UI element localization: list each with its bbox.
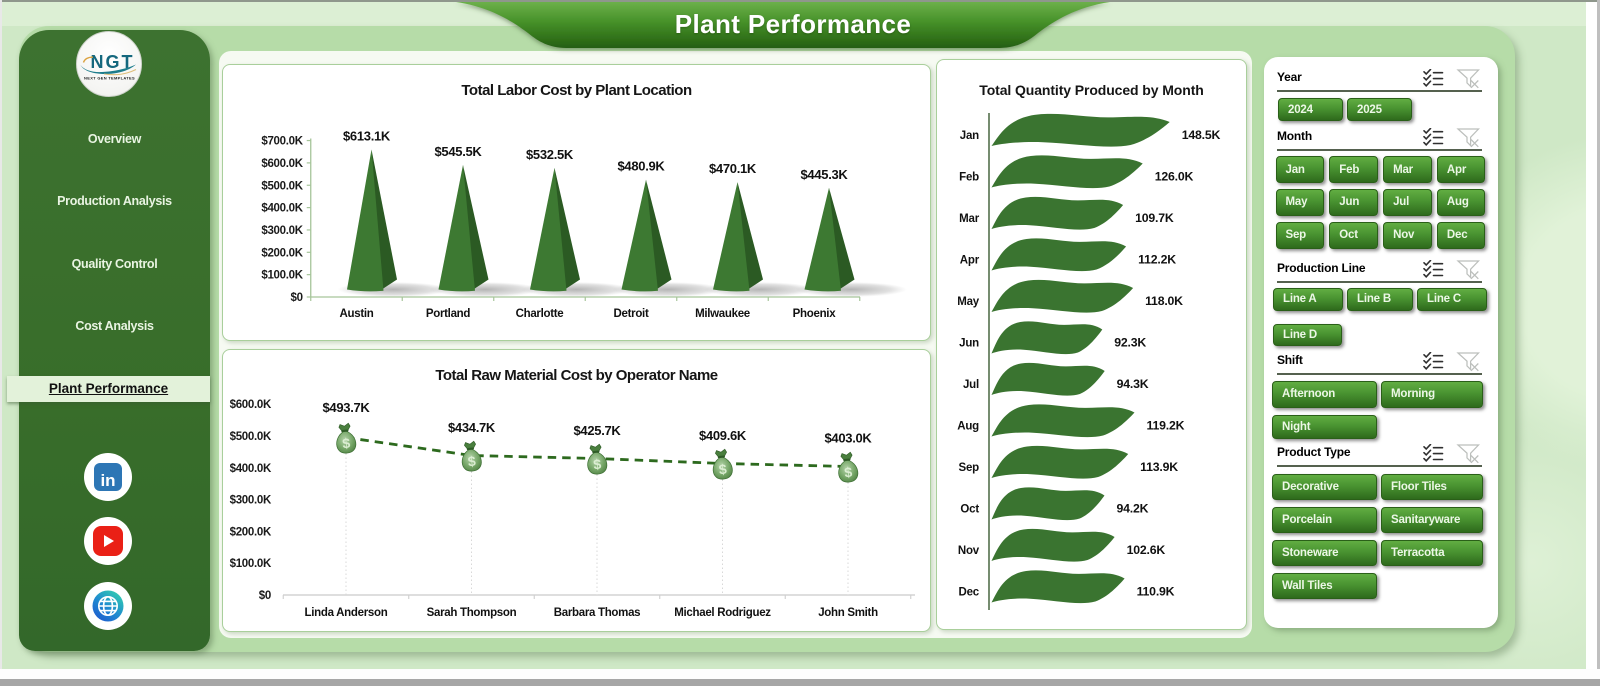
svg-text:Linda Anderson: Linda Anderson — [305, 607, 388, 619]
svg-text:$700.0K: $700.0K — [261, 136, 303, 148]
svg-text:$100.0K: $100.0K — [230, 558, 272, 570]
svg-text:113.9K: 113.9K — [1140, 460, 1178, 474]
svg-text:Barbara Thomas: Barbara Thomas — [554, 607, 641, 619]
svg-text:94.3K: 94.3K — [1117, 377, 1149, 391]
svg-text:Oct: Oct — [960, 504, 979, 516]
svg-text:$500.0K: $500.0K — [230, 431, 272, 443]
svg-text:Jun: Jun — [959, 338, 979, 350]
svg-text:$200.0K: $200.0K — [230, 526, 272, 538]
svg-text:$200.0K: $200.0K — [261, 247, 303, 259]
svg-text:$300.0K: $300.0K — [230, 495, 272, 507]
svg-text:Apr: Apr — [960, 255, 980, 267]
svg-text:102.6K: 102.6K — [1127, 543, 1166, 557]
svg-text:John Smith: John Smith — [818, 607, 878, 619]
svg-text:May: May — [957, 296, 980, 308]
svg-text:94.2K: 94.2K — [1117, 502, 1149, 516]
svg-text:$: $ — [593, 456, 603, 473]
svg-text:Dec: Dec — [959, 587, 980, 599]
svg-text:$: $ — [467, 453, 477, 470]
svg-text:92.3K: 92.3K — [1114, 336, 1146, 350]
svg-text:Jan: Jan — [960, 130, 979, 142]
svg-text:$600.0K: $600.0K — [261, 158, 303, 170]
svg-text:$500.0K: $500.0K — [261, 180, 303, 192]
svg-text:$493.7K: $493.7K — [322, 400, 370, 415]
svg-text:$600.0K: $600.0K — [230, 399, 272, 411]
svg-text:126.0K: 126.0K — [1155, 170, 1194, 184]
svg-text:$434.7K: $434.7K — [448, 420, 496, 435]
svg-text:Milwaukee: Milwaukee — [695, 308, 750, 320]
svg-text:Mar: Mar — [959, 213, 980, 225]
svg-text:$400.0K: $400.0K — [230, 463, 272, 475]
svg-text:$: $ — [342, 435, 352, 452]
svg-text:Sarah Thompson: Sarah Thompson — [427, 607, 517, 619]
svg-text:$403.0K: $403.0K — [824, 431, 872, 446]
svg-text:NEXT GEN TEMPLATES: NEXT GEN TEMPLATES — [84, 75, 135, 80]
svg-text:$0: $0 — [259, 590, 271, 602]
svg-text:$545.5K: $545.5K — [434, 144, 482, 159]
svg-text:Aug: Aug — [957, 421, 979, 433]
svg-text:148.5K: 148.5K — [1182, 128, 1221, 142]
svg-text:112.2K: 112.2K — [1138, 253, 1176, 267]
svg-text:$613.1K: $613.1K — [343, 128, 391, 143]
svg-text:$532.5K: $532.5K — [526, 147, 574, 162]
svg-text:Sep: Sep — [959, 462, 980, 474]
svg-text:Charlotte: Charlotte — [516, 308, 564, 320]
svg-text:$: $ — [844, 464, 854, 481]
svg-text:$470.1K: $470.1K — [709, 161, 757, 176]
svg-text:119.2K: 119.2K — [1147, 419, 1185, 433]
svg-text:$480.9K: $480.9K — [617, 159, 665, 174]
svg-text:$425.7K: $425.7K — [573, 423, 621, 438]
svg-text:Jul: Jul — [963, 379, 979, 391]
svg-text:Feb: Feb — [959, 172, 979, 184]
svg-text:$: $ — [718, 461, 728, 478]
svg-text:$300.0K: $300.0K — [261, 225, 303, 237]
svg-text:Portland: Portland — [426, 308, 471, 320]
svg-text:$445.3K: $445.3K — [800, 167, 848, 182]
svg-text:109.7K: 109.7K — [1135, 211, 1174, 225]
svg-text:$100.0K: $100.0K — [261, 270, 303, 282]
svg-text:110.9K: 110.9K — [1137, 585, 1175, 599]
svg-text:$400.0K: $400.0K — [261, 203, 303, 215]
svg-text:Nov: Nov — [958, 545, 980, 557]
svg-text:Austin: Austin — [340, 308, 374, 320]
svg-text:118.0K: 118.0K — [1145, 294, 1183, 308]
svg-text:in: in — [100, 471, 115, 490]
svg-text:$0: $0 — [291, 292, 303, 304]
svg-text:NGT: NGT — [90, 52, 134, 72]
svg-text:Phoenix: Phoenix — [793, 308, 837, 320]
svg-text:$409.6K: $409.6K — [699, 428, 747, 443]
svg-text:Michael Rodriguez: Michael Rodriguez — [674, 607, 771, 619]
svg-text:Detroit: Detroit — [614, 308, 649, 320]
